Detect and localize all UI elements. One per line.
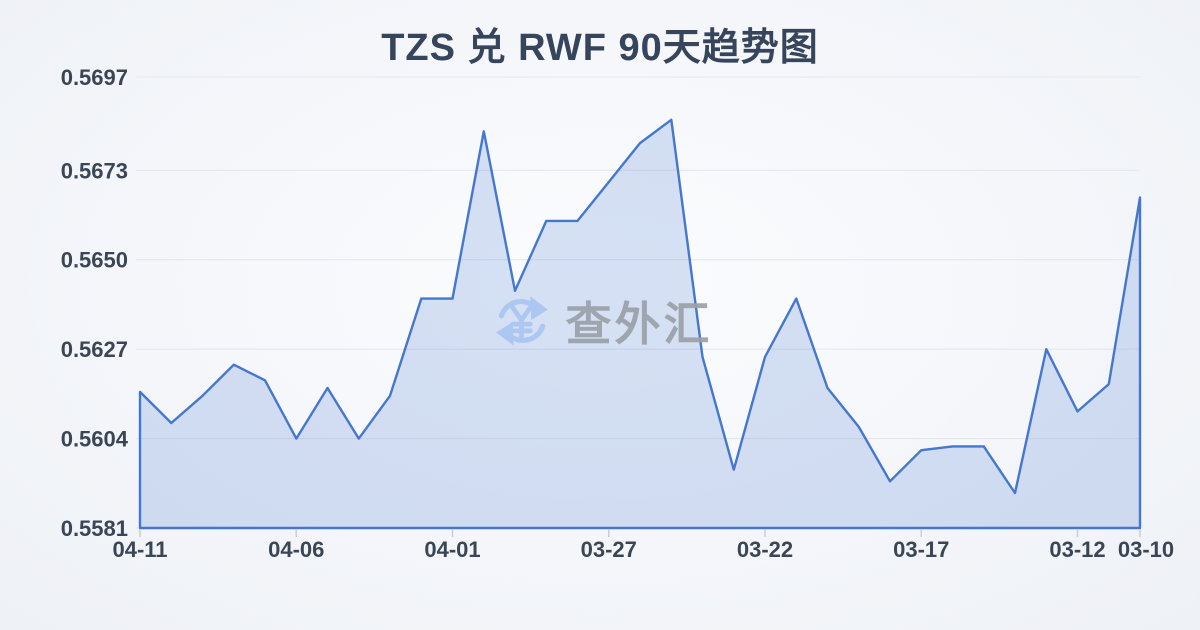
x-axis-label: 04-01	[424, 537, 480, 562]
x-axis-label: 03-12	[1049, 537, 1105, 562]
trend-area-line	[138, 118, 1142, 530]
y-axis-label: 0.5650	[61, 248, 128, 273]
x-axis-label: 03-10	[1118, 537, 1174, 562]
y-axis-label: 0.5697	[61, 65, 128, 90]
x-axis-label: 04-11	[112, 537, 167, 562]
x-axis-label: 04-06	[268, 537, 324, 562]
y-axis-label: 0.5673	[61, 158, 128, 183]
x-axis-label: 03-22	[737, 537, 793, 562]
y-axis-label: 0.5604	[61, 427, 129, 452]
y-axis-label: 0.5627	[61, 337, 128, 362]
chart-title: TZS 兑 RWF 90天趋势图	[381, 27, 819, 69]
x-axis-label: 03-27	[581, 537, 637, 562]
x-axis-label: 03-17	[893, 537, 949, 562]
y-axis-label: 0.5581	[61, 516, 128, 541]
